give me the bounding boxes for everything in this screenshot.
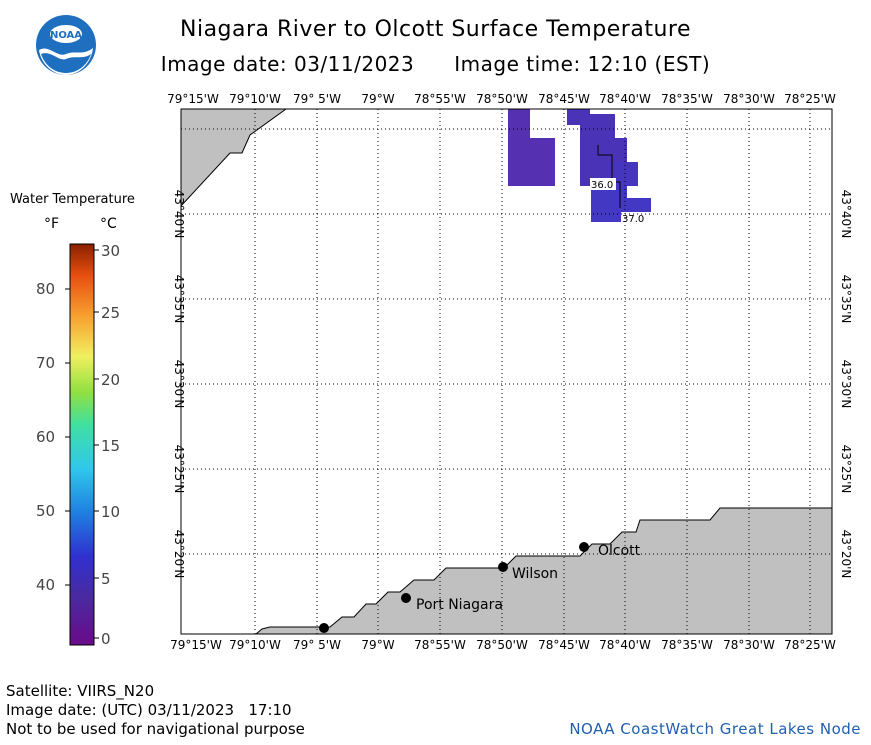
place-label-port-niagara: Port Niagara xyxy=(416,597,503,613)
legend-c-30: 30 xyxy=(101,242,120,260)
contour-label-bg xyxy=(621,212,647,223)
legend-c-20: 20 xyxy=(101,371,120,389)
lat-label-right: 43°30'N xyxy=(839,360,853,409)
legend-title: Water Temperature xyxy=(10,192,135,207)
lat-label-left: 43°30'N xyxy=(172,360,186,409)
color-bar-ticks-f xyxy=(65,288,70,586)
legend-c-25: 25 xyxy=(101,304,120,322)
lat-label-right: 43°20'N xyxy=(839,530,853,579)
lat-label-left: 43°25'N xyxy=(172,445,186,494)
lon-label-top: 79° 5'W xyxy=(293,92,341,106)
legend-unit-f: °F xyxy=(44,216,60,232)
page-title: Niagara River to Olcott Surface Temperat… xyxy=(180,17,691,42)
lon-label-bottom: 78°40'W xyxy=(599,638,651,652)
legend-f-60: 60 xyxy=(36,428,55,446)
legend-f-70: 70 xyxy=(36,354,55,372)
image-datetime: Image date: 03/11/2023 Image time: 12:10 … xyxy=(0,52,871,76)
lon-label-bottom: 78°35'W xyxy=(661,638,713,652)
place-markers: Olcott Wilson Port Niagara xyxy=(319,542,641,633)
lat-label-right: 43°25'N xyxy=(839,445,853,494)
lon-label-bottom: 79°15'W xyxy=(170,638,222,652)
lon-label-top: 79°10'W xyxy=(229,92,281,106)
contour-line xyxy=(597,145,621,208)
lon-label-top: 78°50'W xyxy=(476,92,528,106)
utc-date-label: Image date: (UTC) 03/11/2023 17:10 xyxy=(6,701,292,719)
lon-label-bottom: 78°45'W xyxy=(538,638,590,652)
credit: NOAA CoastWatch Great Lakes Node xyxy=(569,720,861,738)
color-bar-ticks-c xyxy=(94,249,99,639)
lon-label-top: 79°W xyxy=(361,92,394,106)
contour-label-36: 36.0 xyxy=(591,180,613,191)
lon-label-bottom: 78°55'W xyxy=(414,638,466,652)
lon-label-top: 78°35'W xyxy=(661,92,713,106)
lon-label-top: 78°30'W xyxy=(723,92,775,106)
place-label-olcott: Olcott xyxy=(598,543,641,559)
niagara-marker xyxy=(319,623,329,633)
lon-label-top: 78°55'W xyxy=(414,92,466,106)
lon-label-bottom: 78°25'W xyxy=(784,638,836,652)
legend-unit-c: °C xyxy=(100,216,117,232)
temp-cell xyxy=(627,198,651,212)
legend-f-40: 40 xyxy=(36,576,55,594)
legend-f-50: 50 xyxy=(36,502,55,520)
legend-c-15: 15 xyxy=(101,437,120,455)
noaa-logo: NOAA xyxy=(36,15,96,75)
image-time: Image time: 12:10 (EST) xyxy=(454,52,711,76)
contour-label-37: 37.0 xyxy=(622,214,644,225)
land-new-york xyxy=(254,507,833,635)
lon-label-top: 78°45'W xyxy=(538,92,590,106)
graticule xyxy=(181,109,832,634)
legend-c-5: 5 xyxy=(101,570,111,588)
place-label-wilson: Wilson xyxy=(512,566,558,582)
temp-cell xyxy=(615,162,638,186)
lon-label-bottom: 78°30'W xyxy=(723,638,775,652)
lat-label-left: 43°40'N xyxy=(172,190,186,239)
color-bar xyxy=(69,243,95,646)
port-niagara-marker xyxy=(401,593,411,603)
land-canada xyxy=(180,108,288,208)
lat-label-right: 43°35'N xyxy=(839,275,853,324)
lon-label-top: 78°40'W xyxy=(599,92,651,106)
satellite-label: Satellite: VIIRS_N20 xyxy=(6,682,155,700)
logo-text: NOAA xyxy=(50,30,82,41)
lon-label-bottom: 79°10'W xyxy=(229,638,281,652)
legend-c-10: 10 xyxy=(101,503,120,521)
lat-label-left: 43°20'N xyxy=(172,530,186,579)
lon-label-top: 78°25'W xyxy=(784,92,836,106)
wilson-marker xyxy=(498,562,508,572)
lon-label-top: 79°15'W xyxy=(167,92,219,106)
lat-label-right: 43°40'N xyxy=(839,190,853,239)
legend-c-0: 0 xyxy=(101,630,111,648)
temp-cell xyxy=(508,109,530,186)
lat-label-left: 43°35'N xyxy=(172,275,186,324)
temperature-map: 80 70 60 50 40 30 25 20 15 10 5 0 36.0 3… xyxy=(36,92,853,652)
temp-cell xyxy=(530,138,555,186)
image-date: Image date: 03/11/2023 xyxy=(160,52,415,76)
map-frame xyxy=(180,108,833,635)
disclaimer: Not to be used for navigational purpose xyxy=(6,720,305,738)
lon-label-bottom: 79°W xyxy=(361,638,394,652)
olcott-marker xyxy=(579,542,589,552)
lon-label-bottom: 78°50'W xyxy=(476,638,528,652)
contour-label-bg xyxy=(590,178,616,190)
legend-f-80: 80 xyxy=(36,280,55,298)
lon-label-bottom: 79° 5'W xyxy=(293,638,341,652)
temperature-cells xyxy=(508,109,651,222)
